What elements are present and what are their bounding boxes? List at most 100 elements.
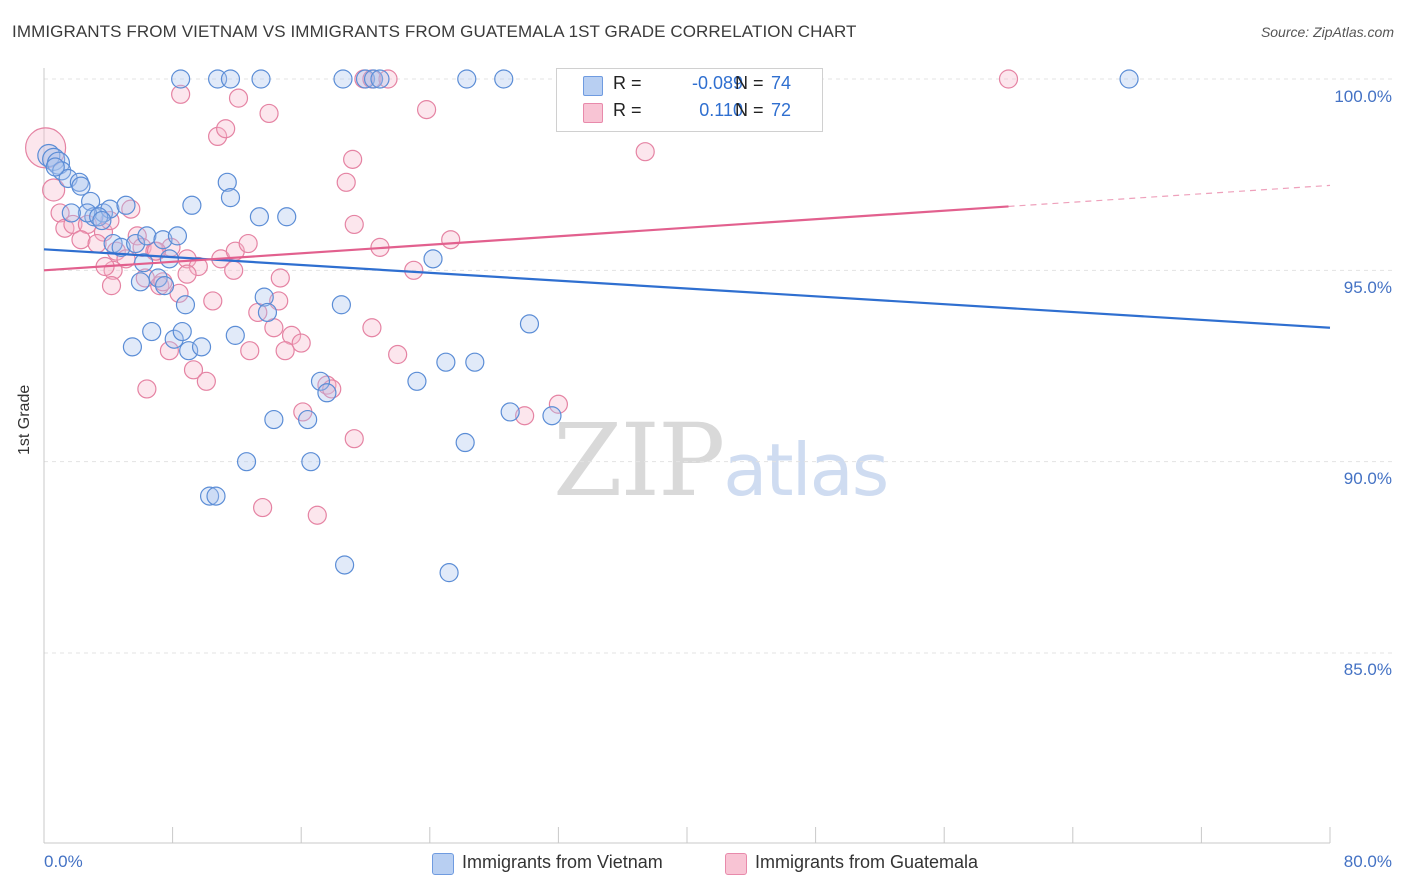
vietnam-swatch [583, 76, 603, 96]
guatemala-point [208, 126, 228, 146]
guatemala-swatch [583, 103, 603, 123]
guatemala-point [344, 214, 364, 235]
y-tick-label: 90.0% [1343, 469, 1392, 488]
guatemala-point [344, 429, 364, 449]
vietnam-point [439, 563, 459, 583]
guatemala-point [203, 291, 223, 311]
guatemala-point [441, 230, 461, 250]
vietnam-point [335, 555, 355, 575]
vietnam-point [175, 295, 196, 315]
r-value: 0.110 [699, 100, 743, 120]
vietnam-point [206, 486, 226, 506]
chart-title: IMMIGRANTS FROM VIETNAM VS IMMIGRANTS FR… [12, 22, 857, 41]
guatemala-point [635, 142, 655, 162]
vietnam-point [355, 69, 376, 89]
vietnam-point [154, 276, 175, 296]
guatemala-point [87, 233, 107, 254]
r-value: -0.089 [691, 73, 743, 93]
guatemala-point [177, 264, 197, 284]
watermark-zip: ZIP [553, 402, 725, 519]
vietnam-point [217, 172, 237, 192]
vietnam-point [331, 295, 351, 315]
vietnam-point [317, 383, 337, 403]
vietnam-point [130, 272, 151, 292]
guatemala-point [127, 226, 147, 246]
trend-lines [43, 184, 1331, 329]
n-label: N = [735, 100, 764, 120]
vietnam-point [407, 371, 427, 391]
guatemala-point [137, 379, 157, 399]
guatemala-point [100, 210, 120, 231]
guatemala-point [275, 341, 295, 361]
n-value: 74 [771, 73, 792, 93]
guatemala-point [171, 84, 191, 104]
guatemala-point [307, 505, 327, 525]
vietnam-point [111, 237, 131, 257]
guatemala-point [238, 233, 258, 254]
guatemala-legend-swatch [725, 853, 747, 875]
vietnam-point [45, 157, 65, 177]
guatemala-point [224, 260, 244, 280]
vietnam-point [61, 203, 81, 223]
guatemala-point [253, 497, 273, 518]
guatemala-point [343, 149, 363, 169]
vietnam-point [92, 210, 112, 231]
vietnam-point [171, 69, 191, 89]
vietnam-point [465, 352, 485, 372]
vietnam-point [298, 409, 318, 430]
x-axis-min-label: 0.0% [44, 852, 83, 871]
vietnam-point [333, 69, 353, 89]
vietnam-point [191, 337, 212, 357]
vietnam-point [126, 233, 146, 254]
guatemala-point [50, 203, 70, 223]
vietnam-point [179, 341, 199, 361]
guatemala-point [216, 119, 236, 139]
guatemala-point [416, 100, 437, 120]
vietnam-point [1119, 69, 1139, 89]
vietnam-point [122, 337, 143, 357]
vietnam-point [159, 249, 179, 269]
guatemala-point [269, 291, 289, 311]
guatemala-point [228, 88, 249, 108]
guatemala-point [71, 230, 91, 250]
vietnam-point [182, 195, 202, 215]
guatemala-point [259, 103, 279, 124]
vietnam-point [370, 69, 390, 89]
vietnam-legend-label: Immigrants from Vietnam [462, 852, 663, 872]
vietnam-point [310, 371, 331, 391]
guatemala-point [404, 260, 424, 280]
guatemala-point [42, 178, 66, 202]
vietnam-point [301, 452, 321, 472]
guatemala-trend-extension [1008, 184, 1331, 208]
vietnam-point [264, 409, 284, 430]
vietnam-point [257, 302, 278, 323]
vietnam-legend-swatch [432, 853, 454, 875]
r-label: R = [613, 73, 642, 93]
guatemala-point [159, 341, 179, 361]
vietnam-points [37, 69, 1139, 583]
vietnam-point [137, 226, 157, 246]
vietnam-point [277, 207, 297, 227]
vietnam-point [100, 199, 120, 219]
vietnam-point [457, 69, 477, 89]
guatemala-legend-label: Immigrants from Guatemala [755, 852, 979, 872]
guatemala-point [240, 341, 260, 361]
vietnam-point [225, 325, 245, 345]
vietnam-point [142, 321, 162, 342]
guatemala-trend-line [43, 205, 1009, 272]
guatemala-point [291, 333, 311, 353]
watermark-atlas: atlas [723, 428, 889, 512]
vietnam-point [71, 176, 91, 196]
vietnam-point [500, 402, 520, 422]
vietnam-point [251, 69, 271, 89]
source-label: Source: ZipAtlas.com [1260, 24, 1394, 40]
y-tick-label: 85.0% [1343, 660, 1392, 679]
vietnam-point [220, 188, 241, 208]
guatemala-point [196, 371, 216, 391]
y-tick-label: 95.0% [1343, 278, 1392, 297]
y-axis-label: 1st Grade [16, 384, 33, 455]
guatemala-point [270, 268, 290, 288]
vietnam-point [249, 207, 270, 227]
vietnam-point [199, 486, 220, 506]
